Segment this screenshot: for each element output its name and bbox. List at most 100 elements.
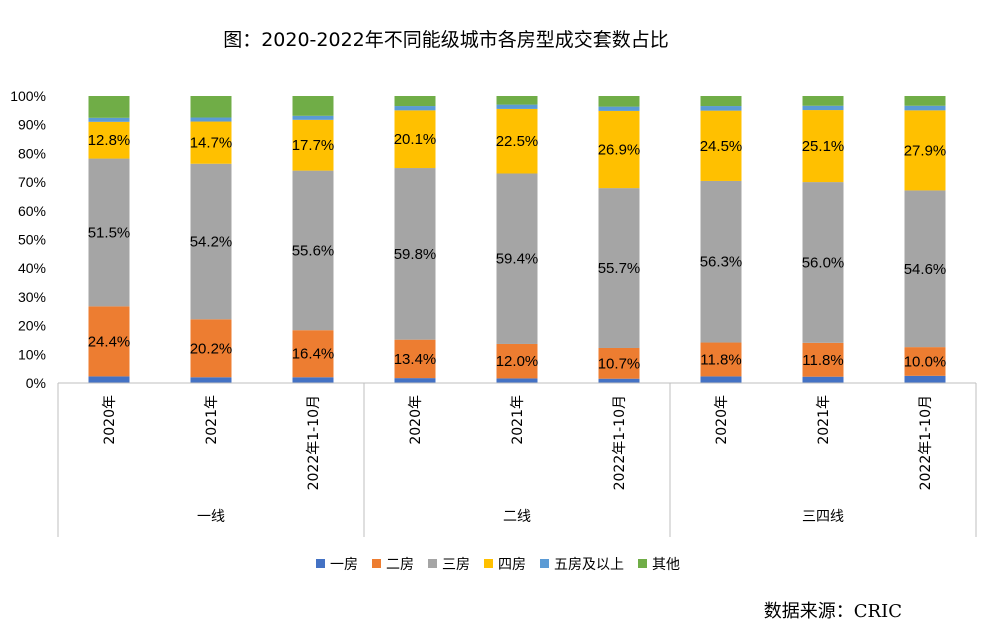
bar-segment xyxy=(292,96,334,116)
bar-segment xyxy=(802,105,844,111)
bar-segment xyxy=(496,108,538,174)
bar-segment xyxy=(904,190,946,348)
value-labels-layer: 24.4% 51.5% 12.8% 20.2% 54.2% 14.7% 16.4% 55.6%… xyxy=(88,131,947,372)
y-tick-label: 10% xyxy=(18,346,46,362)
y-tick-label: 70% xyxy=(18,174,46,190)
data-label: 26.9% xyxy=(598,142,641,159)
bar-segment xyxy=(700,180,742,343)
bar-segment xyxy=(88,121,130,159)
data-label: 10.7% xyxy=(598,355,641,372)
bar-segment xyxy=(598,110,640,189)
data-label: 55.7% xyxy=(598,260,641,277)
y-tick-label: 50% xyxy=(18,232,46,248)
y-tick-label: 30% xyxy=(18,289,46,305)
bars-layer xyxy=(88,96,946,383)
bar-segment xyxy=(190,121,232,164)
bar-segment xyxy=(394,378,436,383)
legend-label: 三房 xyxy=(442,557,470,573)
y-tick-label: 40% xyxy=(18,260,46,276)
bar-segment xyxy=(496,96,538,105)
x-tick-label: 2020年 xyxy=(714,395,730,445)
data-label: 11.8% xyxy=(700,351,741,368)
data-label: 22.5% xyxy=(496,133,539,150)
data-label: 59.8% xyxy=(394,246,437,263)
legend-swatch xyxy=(484,559,493,568)
group-label: 一线 xyxy=(197,509,225,525)
bar-segment xyxy=(88,158,130,307)
y-tick-label: 0% xyxy=(26,375,46,391)
legend-swatch xyxy=(540,559,549,568)
bar-segment xyxy=(700,106,742,111)
legend: 一房 二房 三房 四房 五房及以上 其他 xyxy=(316,557,680,573)
bar-segment xyxy=(598,378,640,383)
y-tick-label: 60% xyxy=(18,203,46,219)
bar-segment xyxy=(292,170,334,331)
bar-segment xyxy=(394,110,436,169)
data-label: 16.4% xyxy=(292,346,335,363)
bar-segment xyxy=(394,106,436,111)
legend-swatch xyxy=(372,559,381,568)
bar-segment xyxy=(700,110,742,181)
bar-segment xyxy=(496,173,538,344)
data-label: 11.8% xyxy=(802,352,843,369)
data-label: 12.8% xyxy=(88,132,131,149)
bar-segment xyxy=(88,306,130,377)
bar-segment xyxy=(904,96,946,106)
bar-segment xyxy=(496,378,538,383)
data-label: 56.3% xyxy=(700,254,743,271)
data-label: 55.6% xyxy=(292,242,335,259)
bar-segment xyxy=(190,377,232,383)
data-label: 24.4% xyxy=(88,333,131,350)
bar-segment xyxy=(700,376,742,383)
legend-label: 二房 xyxy=(386,557,414,573)
bar-segment xyxy=(802,376,844,383)
bar-segment xyxy=(190,96,232,118)
chart-title: 图：2020-2022年不同能级城市各房型成交套数占比 xyxy=(223,29,669,51)
data-label: 12.0% xyxy=(496,353,539,370)
data-label: 24.5% xyxy=(700,138,743,155)
data-label: 59.4% xyxy=(496,251,539,268)
legend-swatch xyxy=(428,559,437,568)
bar-segment xyxy=(88,117,130,122)
data-label: 56.0% xyxy=(802,254,845,271)
y-axis: 0% 10% 20% 30% 40% 50% 60% 70% 80% 90% 100% xyxy=(10,88,46,391)
data-label: 54.6% xyxy=(904,261,947,278)
bar-segment xyxy=(292,119,334,171)
x-tick-label: 2022年1-10月 xyxy=(918,395,934,490)
x-tick-label: 2021年 xyxy=(510,395,526,445)
bar-segment xyxy=(190,319,232,378)
bar-segment xyxy=(496,343,538,379)
bar-segment xyxy=(496,104,538,109)
x-tick-label: 2021年 xyxy=(204,395,220,445)
legend-swatch xyxy=(316,559,325,568)
bar-segment xyxy=(700,342,742,377)
bar-segment xyxy=(292,115,334,120)
bar-segment xyxy=(904,110,946,191)
bar-segment xyxy=(904,105,946,111)
bar-segment xyxy=(88,376,130,383)
data-label: 51.5% xyxy=(88,224,131,241)
legend-label: 四房 xyxy=(498,557,526,573)
bar-segment xyxy=(802,96,844,106)
bar-segment xyxy=(598,188,640,348)
bar-segment xyxy=(904,375,946,383)
x-tick-label: 2022年1-10月 xyxy=(306,395,322,490)
data-label: 14.7% xyxy=(190,135,233,152)
x-tick-label: 2020年 xyxy=(408,395,424,445)
data-label: 10.0% xyxy=(904,353,947,370)
legend-swatch xyxy=(638,559,647,568)
data-label: 27.9% xyxy=(904,142,947,159)
bar-segment xyxy=(394,339,436,379)
group-label: 三四线 xyxy=(802,509,844,525)
x-axis: 2020年 2021年 2022年1-10月 2020年 2021年 2022年1-10月… xyxy=(57,382,977,537)
data-label: 54.2% xyxy=(190,234,233,251)
bar-segment xyxy=(598,106,640,111)
bar-segment xyxy=(190,117,232,122)
bar-segment xyxy=(904,347,946,376)
bar-segment xyxy=(292,330,334,378)
bar-segment xyxy=(598,347,640,379)
bar-segment xyxy=(394,168,436,340)
legend-label: 五房及以上 xyxy=(554,557,624,573)
bar-segment xyxy=(88,96,130,118)
